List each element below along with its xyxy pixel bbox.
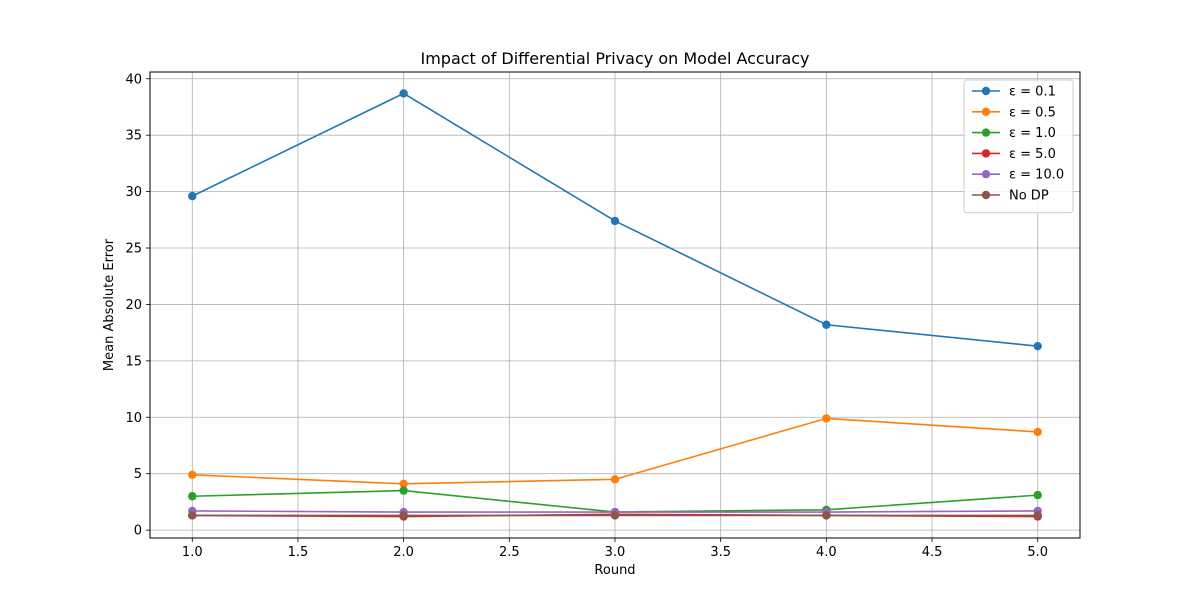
legend-label: ε = 10.0	[1009, 168, 1064, 183]
x-tick-label: 4.5	[922, 545, 943, 560]
legend-box	[963, 79, 1074, 214]
legend-swatch-marker	[981, 149, 991, 158]
x-tick-label: 3.5	[710, 545, 731, 560]
x-axis-label: Round	[594, 563, 635, 578]
legend-swatch-marker	[981, 107, 991, 117]
x-axis-ticks: 1.0 1.5 2.0 2.5 3.0 3.5 4.0 4.5 5.0	[182, 538, 1048, 560]
x-tick-label: 5.0	[1027, 545, 1048, 560]
legend-label: No DP	[1009, 189, 1049, 204]
legend-item: No DP	[972, 189, 1049, 204]
y-tick-label: 5	[134, 467, 142, 482]
data-point	[822, 414, 831, 423]
data-point	[399, 486, 408, 495]
legend-swatch-marker	[981, 170, 991, 179]
y-tick-label: 30	[125, 185, 142, 200]
chart-title: Impact of Differential Privacy on Model …	[420, 49, 809, 68]
y-axis-ticks: 0 5 10 15 20 25 30 35 40	[125, 72, 150, 539]
data-point	[1033, 490, 1042, 500]
data-point	[610, 475, 620, 484]
legend-label: ε = 0.1	[1009, 85, 1056, 100]
data-point	[610, 216, 620, 226]
legend-swatch-marker	[981, 86, 991, 96]
data-point	[1033, 427, 1042, 437]
data-point	[399, 479, 408, 489]
data-point	[399, 89, 408, 98]
data-point	[610, 511, 620, 520]
y-tick-label: 25	[125, 242, 142, 257]
legend-swatch-marker	[981, 190, 991, 200]
data-point	[822, 511, 831, 520]
y-tick-label: 40	[125, 72, 142, 87]
legend-item: ε = 0.1	[972, 85, 1056, 100]
data-point	[1033, 341, 1042, 351]
series-layer	[188, 89, 1042, 521]
data-point	[188, 511, 197, 520]
x-tick-label: 1.0	[182, 545, 203, 560]
x-tick-label: 1.5	[288, 545, 309, 560]
data-point	[188, 191, 197, 201]
series-0	[188, 89, 1042, 351]
data-point	[1033, 511, 1042, 520]
grid	[150, 72, 1080, 538]
legend-swatch-marker	[981, 128, 991, 137]
x-tick-label: 4.0	[816, 545, 837, 560]
legend: ε = 0.1 ε = 0.5 ε = 1.0 ε = 5.0 ε = 10.0 No D…	[963, 79, 1074, 214]
data-point	[822, 320, 831, 329]
series-5	[188, 511, 1042, 520]
x-tick-label: 3.0	[605, 545, 626, 560]
legend-label: ε = 5.0	[1009, 147, 1056, 162]
legend-label: ε = 1.0	[1009, 126, 1056, 141]
data-point	[188, 470, 197, 480]
legend-item: ε = 1.0	[972, 126, 1056, 141]
legend-item: ε = 5.0	[972, 147, 1056, 162]
legend-label: ε = 0.5	[1009, 105, 1056, 120]
series-1	[188, 414, 1042, 489]
x-tick-label: 2.5	[499, 545, 520, 560]
y-tick-label: 10	[125, 411, 142, 426]
y-tick-label: 0	[134, 524, 142, 539]
x-tick-label: 2.0	[393, 545, 414, 560]
legend-item: ε = 0.5	[972, 105, 1056, 120]
y-axis-label: Mean Absolute Error	[102, 238, 117, 371]
legend-item: ε = 10.0	[972, 168, 1064, 183]
y-tick-label: 35	[125, 129, 142, 144]
y-tick-label: 20	[125, 298, 142, 313]
data-point	[188, 492, 197, 501]
y-tick-label: 15	[125, 354, 142, 369]
data-point	[399, 511, 408, 520]
